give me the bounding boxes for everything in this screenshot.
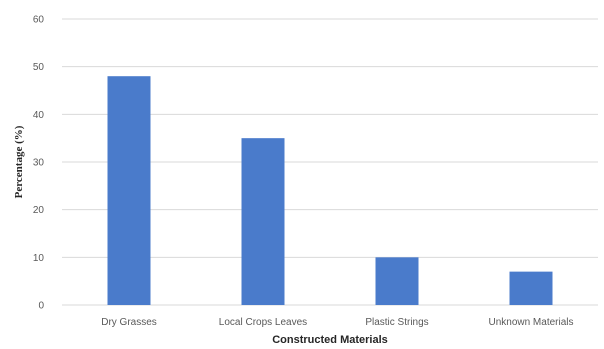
bar bbox=[509, 271, 553, 305]
y-tick-label: 30 bbox=[33, 158, 45, 169]
gridlines bbox=[62, 18, 598, 306]
x-category-label: Unknown Materials bbox=[488, 317, 573, 328]
y-axis-ticks: 0 10 20 30 40 50 60 bbox=[33, 15, 45, 312]
bar bbox=[107, 76, 151, 305]
bars bbox=[107, 76, 553, 305]
y-tick-label: 20 bbox=[33, 205, 45, 216]
x-category-label: Plastic Strings bbox=[365, 317, 428, 328]
y-tick-label: 50 bbox=[33, 62, 45, 73]
y-tick-label: 0 bbox=[38, 301, 44, 312]
bar bbox=[375, 257, 419, 305]
y-tick-label: 60 bbox=[33, 15, 45, 26]
x-axis-categories: Dry Grasses Local Crops Leaves Plastic Str… bbox=[101, 317, 573, 328]
y-tick-label: 10 bbox=[33, 253, 45, 264]
x-category-label: Dry Grasses bbox=[101, 317, 157, 328]
bar bbox=[241, 138, 285, 305]
y-axis-title: Percentage (%) bbox=[13, 125, 25, 198]
x-category-label: Local Crops Leaves bbox=[219, 317, 307, 328]
y-tick-label: 40 bbox=[33, 110, 45, 121]
x-axis-title: Constructed Materials bbox=[272, 334, 388, 346]
